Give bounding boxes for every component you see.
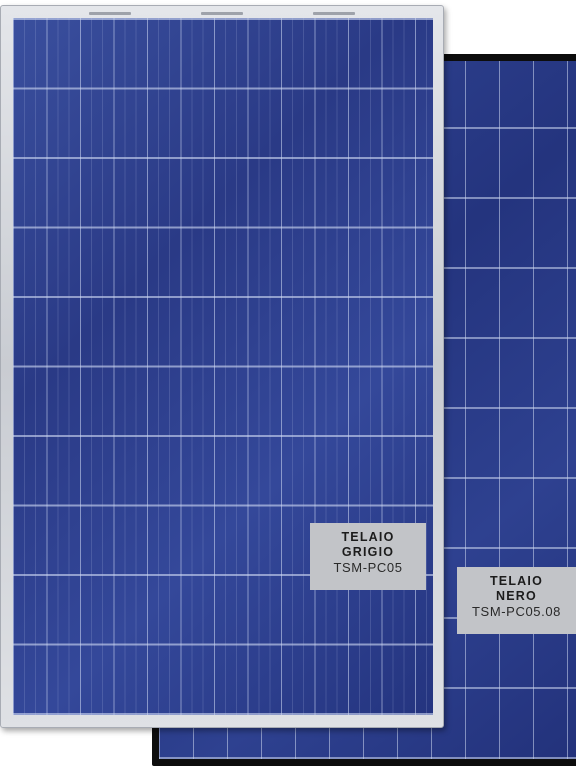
label-black-frame-line1: TELAIO	[489, 574, 544, 588]
label-grey-frame-line2: GRIGIO	[341, 545, 395, 559]
label-grey-frame-line1: TELAIO	[341, 530, 395, 544]
label-grey-frame-model: TSM-PC05	[333, 560, 403, 575]
label-black-frame: TELAIO NERO TSM-PC05.08	[457, 567, 576, 634]
frame-mounting-tab	[201, 12, 243, 15]
label-black-frame-line2: NERO	[496, 589, 537, 603]
frame-mounting-tab	[313, 12, 355, 15]
solar-panel-grey-frame	[0, 5, 444, 728]
label-black-frame-model: TSM-PC05.08	[472, 604, 561, 619]
solar-cells-grey-frame	[13, 18, 433, 715]
frame-mounting-tab	[89, 12, 131, 15]
label-grey-frame: TELAIO GRIGIO TSM-PC05	[310, 523, 426, 590]
